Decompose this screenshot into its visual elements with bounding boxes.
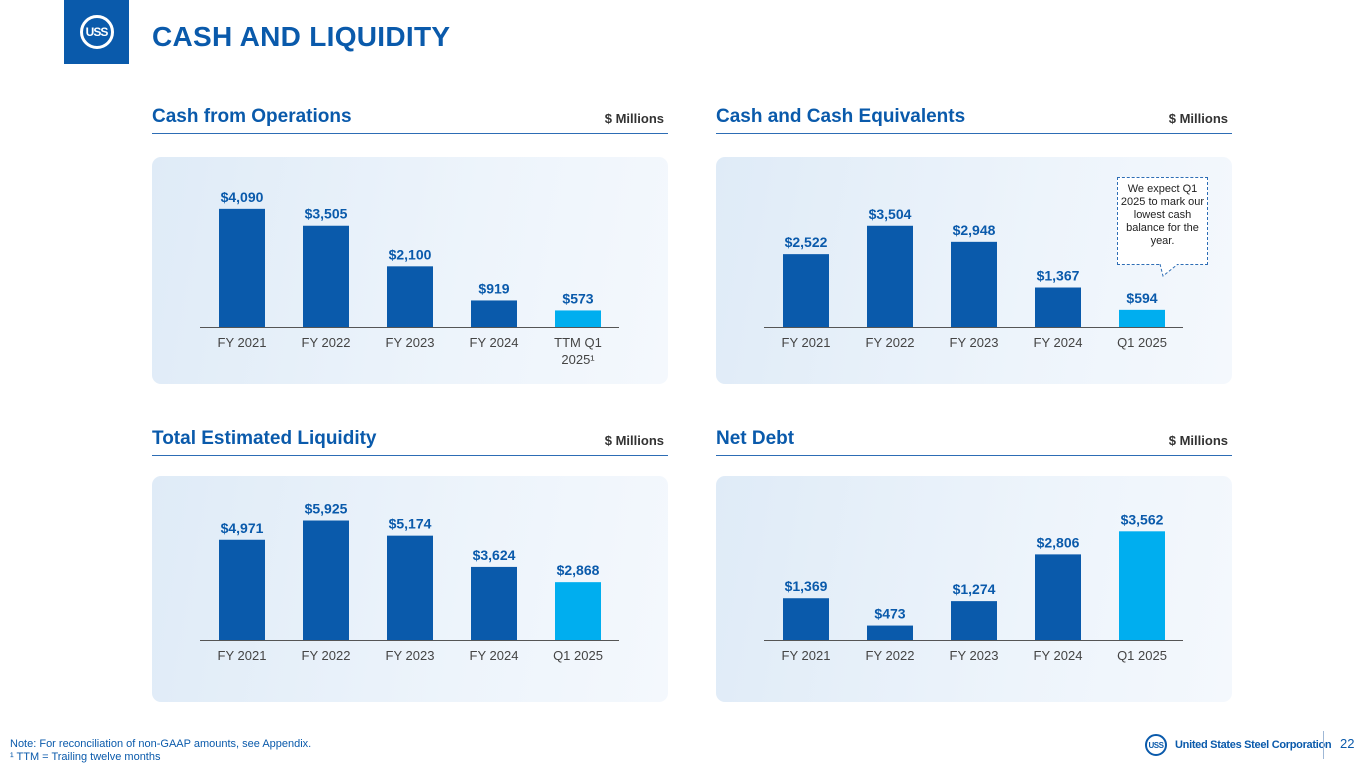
section-title: Cash from Operations xyxy=(152,106,352,127)
bar xyxy=(303,225,349,327)
section-header: Total Estimated Liquidity $ Millions xyxy=(152,424,668,456)
data-label: $4,090 xyxy=(221,189,264,205)
bar xyxy=(387,535,433,640)
category-label: TTM Q1 xyxy=(554,335,602,350)
section-total-estimated-liquidity: Total Estimated Liquidity $ Millions xyxy=(152,424,668,456)
units-label: $ Millions xyxy=(604,433,664,448)
data-label: $573 xyxy=(562,290,593,306)
data-label: $4,971 xyxy=(221,520,264,536)
section-cash-and-cash-equivalents: Cash and Cash Equivalents $ Millions xyxy=(716,102,1232,134)
footnotes: Note: For reconciliation of non-GAAP amo… xyxy=(10,738,311,764)
net-debt-chart: $1,369 FY 2021 $473 FY 2022 $1,274 FY 2023 $2,… xyxy=(764,511,1183,663)
data-label: $2,806 xyxy=(1037,534,1080,550)
bar xyxy=(303,520,349,640)
category-label: FY 2023 xyxy=(950,648,999,663)
bar xyxy=(471,566,517,640)
category-label: FY 2021 xyxy=(218,648,267,663)
data-label: $919 xyxy=(478,280,509,296)
uss-logo-mark: USS xyxy=(79,15,114,49)
category-label: FY 2024 xyxy=(470,335,519,350)
chart-panel-net-debt: $1,369 FY 2021 $473 FY 2022 $1,274 FY 2023 $2,… xyxy=(716,476,1232,702)
units-label: $ Millions xyxy=(1168,111,1228,126)
bar xyxy=(783,254,829,327)
data-label: $3,562 xyxy=(1121,511,1164,527)
footer-divider xyxy=(1323,731,1324,759)
section-net-debt: Net Debt $ Millions xyxy=(716,424,1232,456)
category-label: Q1 2025 xyxy=(553,648,603,663)
footer-logo-icon: USS xyxy=(1145,734,1167,756)
section-cash-from-operations: Cash from Operations $ Millions xyxy=(152,102,668,134)
data-label: $5,174 xyxy=(389,516,432,532)
data-label: $1,274 xyxy=(953,581,996,597)
bar xyxy=(1035,554,1081,640)
category-label: FY 2021 xyxy=(782,648,831,663)
bar xyxy=(1119,531,1165,640)
bar xyxy=(219,208,265,327)
category-label: FY 2022 xyxy=(866,648,915,663)
category-label: FY 2024 xyxy=(1034,648,1083,663)
section-title: Cash and Cash Equivalents xyxy=(716,106,966,127)
footnote-ttm: ¹ TTM = Trailing twelve months xyxy=(10,751,161,763)
bar xyxy=(867,625,913,640)
category-label: FY 2022 xyxy=(302,335,351,350)
data-label: $3,504 xyxy=(869,206,912,222)
category-label: Q1 2025 xyxy=(1117,335,1167,350)
callout-pointer xyxy=(1159,264,1179,277)
data-label: $1,367 xyxy=(1037,268,1080,284)
footer-brand-name: United States Steel Corporation xyxy=(1175,739,1332,751)
category-label: FY 2021 xyxy=(782,335,831,350)
bar xyxy=(555,582,601,640)
data-label: $594 xyxy=(1126,290,1157,306)
callout-note: We expect Q1 2025 to mark our lowest cas… xyxy=(1117,177,1208,265)
section-header: Net Debt $ Millions xyxy=(716,424,1232,456)
data-label: $3,624 xyxy=(473,547,516,563)
chart-panel-cash-from-operations: $4,090 FY 2021 $3,505 FY 2022 $2,100 FY 2023 $… xyxy=(152,157,668,384)
bar xyxy=(219,539,265,640)
bar xyxy=(867,225,913,327)
units-label: $ Millions xyxy=(1168,433,1228,448)
page-number: 22 xyxy=(1340,736,1355,751)
category-label: FY 2023 xyxy=(386,648,435,663)
page-title: CASH AND LIQUIDITY xyxy=(152,21,451,52)
data-label: $3,505 xyxy=(305,206,348,222)
cash-and-cash-equivalents-chart: $2,522 FY 2021 $3,504 FY 2022 $2,948 FY 2023 $… xyxy=(764,206,1183,350)
bar xyxy=(1035,287,1081,327)
section-title: Total Estimated Liquidity xyxy=(152,428,377,449)
bar xyxy=(555,310,601,327)
section-title: Net Debt xyxy=(716,428,795,449)
category-label: FY 2022 xyxy=(302,648,351,663)
bar xyxy=(471,300,517,327)
category-label: FY 2024 xyxy=(470,648,519,663)
category-label: Q1 2025 xyxy=(1117,648,1167,663)
category-label: FY 2024 xyxy=(1034,335,1083,350)
footer-brand: USS United States Steel Corporation xyxy=(1145,734,1332,756)
data-label: $5,925 xyxy=(305,501,348,517)
uss-logo: USS xyxy=(64,0,129,64)
bar xyxy=(1119,309,1165,327)
data-label: $2,948 xyxy=(953,222,996,238)
section-header: Cash from Operations $ Millions xyxy=(152,102,668,134)
category-label: FY 2021 xyxy=(218,335,267,350)
footnote-note: Note: For reconciliation of non-GAAP amo… xyxy=(10,738,312,750)
data-label: $2,522 xyxy=(785,234,828,250)
data-label: $2,100 xyxy=(389,246,432,262)
category-label: 2025¹ xyxy=(561,352,595,367)
section-header: Cash and Cash Equivalents $ Millions xyxy=(716,102,1232,134)
cash-from-operations-chart: $4,090 FY 2021 $3,505 FY 2022 $2,100 FY 2023 $… xyxy=(200,189,619,367)
bar xyxy=(951,241,997,327)
bar xyxy=(387,266,433,327)
data-label: $2,868 xyxy=(557,562,600,578)
category-label: FY 2022 xyxy=(866,335,915,350)
category-label: FY 2023 xyxy=(950,335,999,350)
units-label: $ Millions xyxy=(604,111,664,126)
bar xyxy=(783,598,829,640)
total-estimated-liquidity-chart: $4,971 FY 2021 $5,925 FY 2022 $5,174 FY 2023 $… xyxy=(200,501,619,663)
bar xyxy=(951,601,997,640)
data-label: $1,369 xyxy=(785,578,828,594)
data-label: $473 xyxy=(874,606,905,622)
chart-panel-total-estimated-liquidity: $4,971 FY 2021 $5,925 FY 2022 $5,174 FY 2023 $… xyxy=(152,476,668,702)
category-label: FY 2023 xyxy=(386,335,435,350)
